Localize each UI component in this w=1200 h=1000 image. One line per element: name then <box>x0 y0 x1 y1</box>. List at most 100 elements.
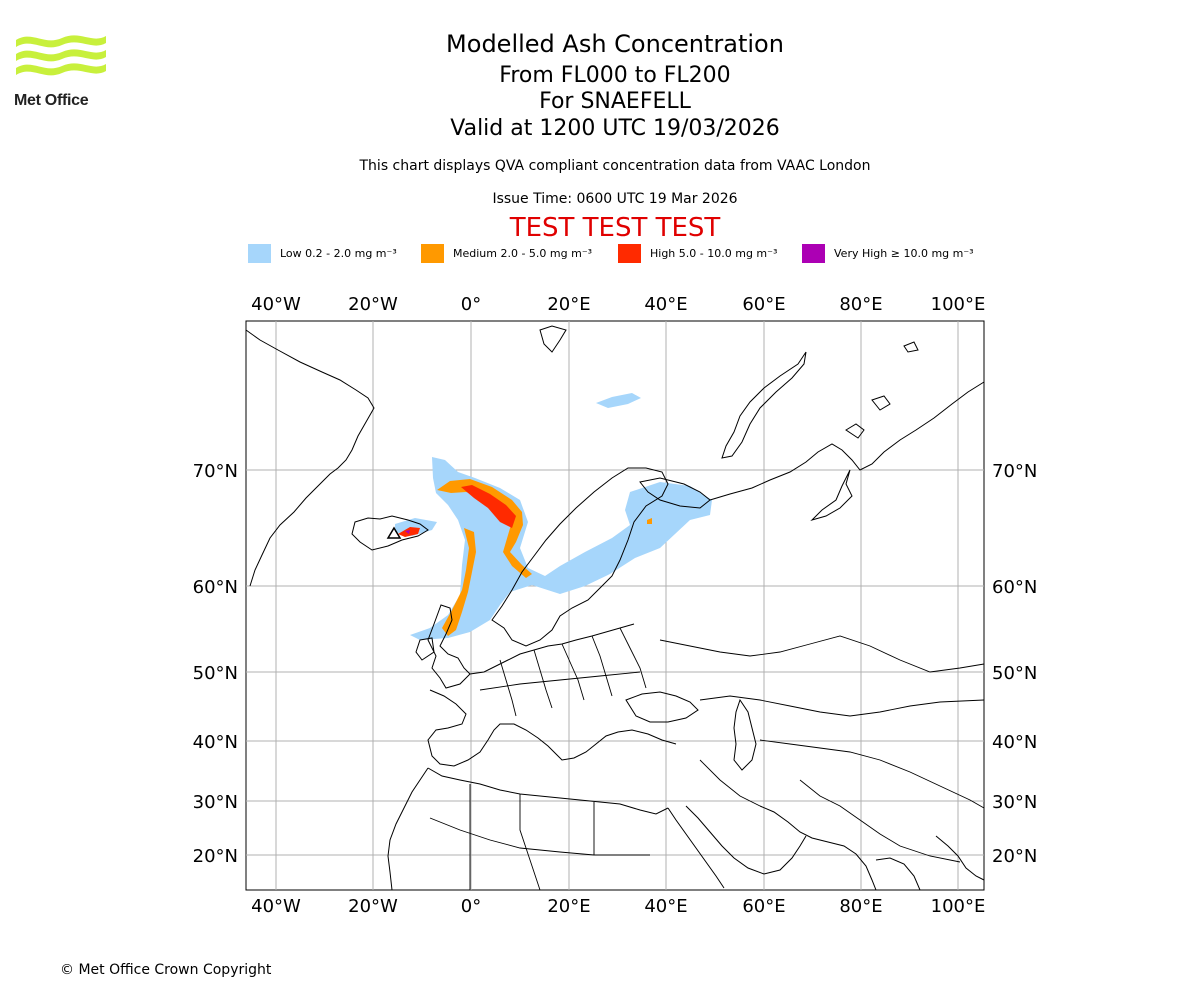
east-asia-coast <box>935 835 985 881</box>
legend-swatch-medium <box>421 244 444 263</box>
chart-title: Modelled Ash Concentration <box>446 30 784 58</box>
lat-label-right: 60°N <box>992 577 1037 598</box>
lon-label-top: 0° <box>461 294 481 315</box>
kola-coast <box>639 477 711 509</box>
border-line <box>759 739 985 809</box>
ash-medium-spot <box>647 518 652 524</box>
lon-label-bottom: 100°E <box>931 896 986 917</box>
red-sea-west-coast <box>667 807 725 889</box>
lon-label-bottom: 20°E <box>547 896 590 917</box>
test-banner: TEST TEST TEST <box>509 213 721 243</box>
lon-label-top: 100°E <box>931 294 986 315</box>
ireland-coast <box>415 637 435 661</box>
legend-label-medium: Medium 2.0 - 5.0 mg m⁻³ <box>453 247 593 260</box>
lon-label-bottom: 60°E <box>742 896 785 917</box>
island-coast <box>903 341 919 353</box>
lon-labels: 40°W 20°W 0° 20°E 40°E 60°E 80°E 100°E 4… <box>251 294 985 917</box>
legend-swatch-low <box>248 244 271 263</box>
country-borders <box>429 627 985 891</box>
west-africa-coast <box>387 767 429 891</box>
ash-medium-arc <box>437 479 532 578</box>
border-line <box>699 695 985 717</box>
lon-label-top: 40°E <box>644 294 687 315</box>
north-africa-coast <box>427 767 669 815</box>
ash-medium-band <box>442 528 476 636</box>
lon-label-top: 40°W <box>251 294 301 315</box>
legend-swatch-high <box>618 244 641 263</box>
north-europe-coast <box>469 623 635 675</box>
island-coast <box>871 395 891 411</box>
met-office-wave-icon <box>16 35 106 76</box>
lat-label-right: 40°N <box>992 732 1037 753</box>
met-office-logo: Met Office <box>14 30 110 112</box>
scandinavia-coast <box>491 467 669 647</box>
ash-high-core <box>461 485 516 528</box>
volcano-marker-icon <box>386 526 402 539</box>
caspian-coast <box>733 698 757 771</box>
arctic-islands <box>539 325 919 439</box>
qva-note: This chart displays QVA compliant concen… <box>359 158 871 174</box>
arctic-russia-coast <box>709 381 985 501</box>
lon-label-top: 20°W <box>348 294 398 315</box>
border-line <box>591 635 613 697</box>
flight-level-range: From FL000 to FL200 <box>499 63 731 88</box>
lat-label-right: 30°N <box>992 792 1037 813</box>
border-line <box>593 802 650 856</box>
black-sea-coast <box>625 691 699 723</box>
border-line <box>799 779 961 863</box>
border-line <box>479 671 641 691</box>
lat-label-left: 60°N <box>193 577 238 598</box>
ash-medium-areas <box>437 479 652 636</box>
lat-label-left: 30°N <box>193 792 238 813</box>
lat-label-right: 50°N <box>992 663 1037 684</box>
svalbard-coast <box>539 325 567 353</box>
coastlines <box>245 329 985 891</box>
mediterranean-north-coast <box>427 689 677 767</box>
lon-label-top: 80°E <box>839 294 882 315</box>
lat-labels: 70°N 60°N 50°N 40°N 30°N 20°N 70°N 60°N … <box>193 461 1038 867</box>
island-coast <box>845 423 865 439</box>
lat-label-left: 40°N <box>193 732 238 753</box>
novaya-zemlya-coast <box>721 351 807 459</box>
border-line <box>561 643 585 701</box>
lon-label-bottom: 40°E <box>644 896 687 917</box>
greenland-coast <box>245 329 375 587</box>
lat-label-right: 20°N <box>992 846 1037 867</box>
lat-label-left: 70°N <box>193 461 238 482</box>
lon-label-top: 20°E <box>547 294 590 315</box>
ash-very-high-areas <box>405 530 410 534</box>
border-line <box>619 627 647 689</box>
border-line <box>519 794 541 891</box>
iceland-coast <box>351 515 429 551</box>
ash-map: 40°W 20°W 0° 20°E 40°E 60°E 80°E 100°E 4… <box>193 294 1038 917</box>
ash-very-high-spot <box>405 530 410 534</box>
legend-label-very-high: Very High ≥ 10.0 mg m⁻³ <box>834 247 974 260</box>
lat-label-left: 50°N <box>193 663 238 684</box>
legend-swatch-very-high <box>802 244 825 263</box>
legend: Low 0.2 - 2.0 mg m⁻³ Medium 2.0 - 5.0 mg… <box>248 244 988 264</box>
arabia-coast <box>685 805 807 875</box>
india-coast <box>875 857 921 891</box>
volcano-name: For SNAEFELL <box>539 89 691 114</box>
logo-text: Met Office <box>14 92 89 109</box>
border-line <box>533 649 553 709</box>
valid-time: Valid at 1200 UTC 19/03/2026 <box>450 116 780 141</box>
border-line <box>499 659 517 717</box>
ash-low-svalbard-patch <box>596 393 641 408</box>
legend-label-low: Low 0.2 - 2.0 mg m⁻³ <box>280 247 397 260</box>
lon-label-bottom: 20°W <box>348 896 398 917</box>
lon-label-top: 60°E <box>742 294 785 315</box>
lon-label-bottom: 80°E <box>839 896 882 917</box>
copyright-notice: © Met Office Crown Copyright <box>60 962 272 978</box>
border-line <box>659 635 985 673</box>
lat-label-left: 20°N <box>193 846 238 867</box>
lat-label-right: 70°N <box>992 461 1037 482</box>
iran-coast <box>759 805 877 891</box>
legend-label-high: High 5.0 - 10.0 mg m⁻³ <box>650 247 778 260</box>
lon-label-bottom: 40°W <box>251 896 301 917</box>
border-line <box>429 817 595 856</box>
yamal-coast <box>810 469 853 522</box>
issue-time: Issue Time: 0600 UTC 19 Mar 2026 <box>492 191 738 207</box>
border-line <box>699 759 761 807</box>
lon-label-bottom: 0° <box>461 896 481 917</box>
